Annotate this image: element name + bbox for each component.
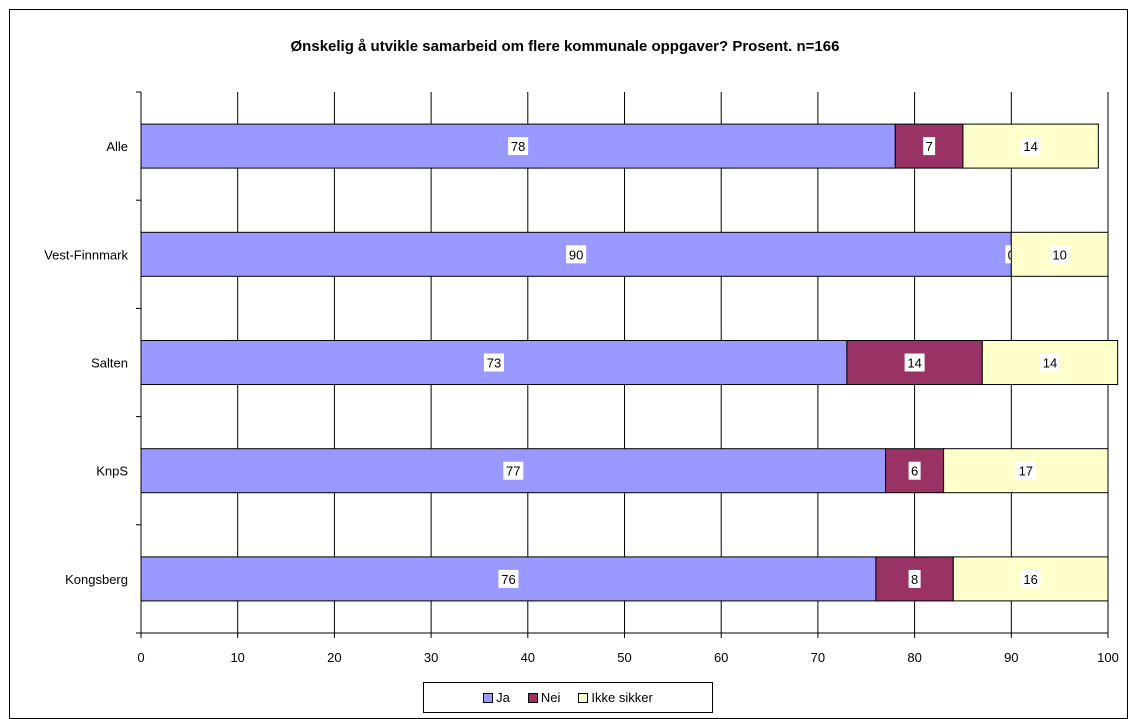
- data-label: 78: [511, 139, 525, 154]
- data-label: 16: [1023, 572, 1037, 587]
- legend-item: Nei: [527, 690, 561, 705]
- data-label: 14: [1043, 356, 1057, 371]
- data-label-bg: [503, 461, 524, 480]
- x-tick-label: 40: [521, 650, 535, 665]
- x-tick-label: 20: [327, 650, 341, 665]
- data-label-bg: [483, 353, 504, 372]
- x-tick-label: 80: [907, 650, 921, 665]
- x-tick-label: 90: [1004, 650, 1018, 665]
- data-label-bg: [904, 353, 925, 372]
- legend-swatch: [483, 692, 494, 703]
- data-label-bg: [1049, 245, 1070, 264]
- data-label: 90: [569, 247, 583, 262]
- data-label: 17: [1019, 464, 1033, 479]
- category-label: Kongsberg: [65, 572, 128, 587]
- data-label-bg: [923, 137, 936, 156]
- x-tick-label: 0: [137, 650, 144, 665]
- data-label: 8: [911, 572, 918, 587]
- data-label-bg: [1020, 137, 1041, 156]
- data-label-bg: [1015, 461, 1036, 480]
- data-label: 14: [907, 356, 921, 371]
- data-label-bg: [908, 569, 921, 588]
- x-tick-label: 100: [1097, 650, 1119, 665]
- data-label-bg: [1020, 569, 1041, 588]
- x-tick-label: 50: [617, 650, 631, 665]
- data-label-bg: [1039, 353, 1060, 372]
- category-label: KnpS: [96, 464, 128, 479]
- chart-title: Ønskelig å utvikle samarbeid om flere ko…: [290, 38, 840, 55]
- data-label: 7: [925, 139, 932, 154]
- x-tick-label: 30: [424, 650, 438, 665]
- data-label: 6: [911, 464, 918, 479]
- legend-label: Ja: [496, 690, 510, 705]
- legend-label: Ikke sikker: [591, 690, 653, 705]
- data-label: 14: [1023, 139, 1037, 154]
- data-label: 10: [1052, 247, 1066, 262]
- category-label: Vest-Finnmark: [44, 247, 128, 262]
- data-label: 77: [506, 464, 520, 479]
- data-label: 73: [487, 356, 501, 371]
- legend-item: Ja: [483, 690, 510, 705]
- data-label-bg: [566, 245, 587, 264]
- legend-item: Ikke sikker: [578, 690, 653, 705]
- category-label: Salten: [91, 356, 128, 371]
- data-label-bg: [498, 569, 519, 588]
- category-label: Alle: [106, 139, 128, 154]
- data-label-bg: [908, 461, 921, 480]
- x-tick-label: 10: [230, 650, 244, 665]
- legend-swatch: [578, 692, 589, 703]
- x-tick-label: 70: [811, 650, 825, 665]
- x-tick-label: 60: [714, 650, 728, 665]
- data-label-bg: [508, 137, 529, 156]
- data-label: 76: [501, 572, 515, 587]
- legend-label: Nei: [540, 690, 561, 705]
- chart-legend: Ja Nei Ikke sikker: [423, 682, 713, 713]
- legend-swatch: [527, 692, 538, 703]
